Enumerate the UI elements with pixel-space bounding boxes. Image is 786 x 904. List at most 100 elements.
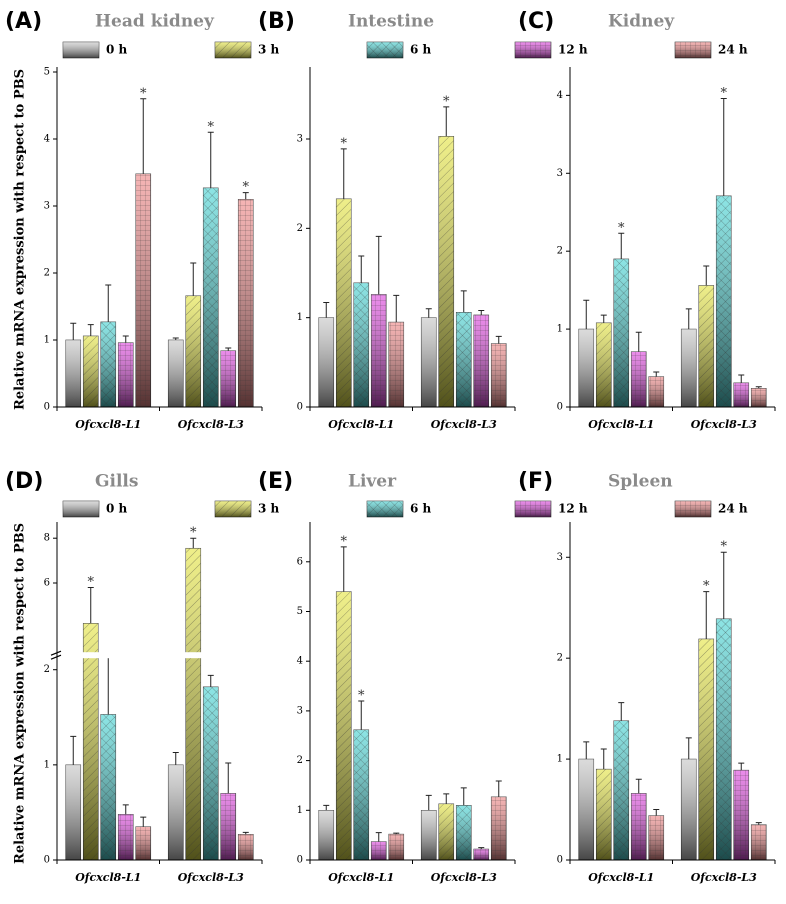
error-bar [460, 290, 467, 313]
bar-hatch [135, 826, 151, 860]
bar-shade [63, 42, 99, 58]
error-bar [738, 762, 745, 771]
bar-hatch [473, 849, 489, 860]
y-tick-label: 2 [44, 268, 50, 279]
error-bar [720, 97, 727, 196]
x-tick-label: Ofcxcl8-L3 [691, 418, 757, 431]
error-bar [478, 310, 485, 315]
bar-shade [578, 329, 594, 407]
error-bar [140, 816, 147, 827]
error-bar [600, 314, 607, 323]
significance-mark: * [341, 534, 348, 549]
bar-hatch [100, 714, 116, 860]
error-bar [172, 751, 179, 765]
y-tick-label: 6 [297, 556, 303, 567]
error-bar [340, 148, 347, 199]
error-bar [375, 832, 382, 842]
bar-hatch [675, 42, 711, 58]
axis-break-mark [50, 650, 62, 660]
error-bar [755, 386, 762, 389]
bar-hatch [336, 198, 352, 407]
bar-hatch [83, 335, 99, 407]
error-bar [685, 308, 692, 330]
bar-hatch [388, 322, 404, 407]
error-bar [495, 780, 502, 797]
bar-hatch [185, 548, 201, 860]
error-bar [703, 591, 710, 640]
panel-label: (B) [258, 9, 295, 34]
bar-hatch [613, 258, 629, 407]
error-bar [618, 702, 625, 721]
error-bar [172, 337, 179, 340]
bar-hatch [751, 388, 767, 407]
error-bar [393, 294, 400, 323]
chart-title: Head kidney [95, 12, 215, 32]
legend-label: 0 h [106, 43, 128, 57]
y-tick-label: 1 [44, 335, 50, 346]
y-tick-label: 2 [297, 755, 303, 766]
bar-hatch [371, 294, 387, 407]
legend-label: 6 h [410, 502, 432, 516]
legend-label: 24 h [718, 502, 748, 516]
y-tick-label: 3 [297, 705, 303, 716]
y-tick-label: 1 [557, 754, 563, 765]
error-bar [653, 371, 660, 377]
y-tick-label: 2 [44, 664, 50, 675]
error-bar [242, 831, 249, 835]
error-bar [242, 192, 249, 200]
legend-label: 3 h [258, 502, 280, 516]
error-bar [478, 847, 485, 850]
significance-mark: * [721, 86, 728, 101]
bar-hatch [596, 769, 612, 860]
bar-hatch [698, 639, 714, 860]
y-tick-label: 1 [297, 312, 303, 323]
y-tick-label: 1 [44, 759, 50, 770]
legend-label: 3 h [258, 43, 280, 57]
panel-label: (F) [518, 469, 553, 494]
error-bar [425, 794, 432, 811]
significance-mark: * [703, 579, 710, 594]
error-bar [635, 778, 642, 794]
y-tick-label: 3 [44, 201, 50, 212]
bar-shade [681, 329, 697, 407]
error-bar [140, 98, 147, 174]
bar-hatch [473, 314, 489, 407]
bar-hatch [733, 382, 749, 407]
y-tick-label: 1 [297, 805, 303, 816]
significance-mark: * [190, 526, 197, 541]
bar-hatch [698, 285, 714, 407]
error-bar [738, 374, 745, 383]
y-tick-label: 2 [297, 223, 303, 234]
chart-title: Gills [95, 472, 138, 492]
error-bar [755, 822, 762, 825]
bar-hatch [100, 321, 116, 407]
panel-label: (A) [5, 9, 42, 34]
significance-mark: * [208, 120, 215, 135]
bar-hatch [648, 376, 664, 407]
x-tick-label: Ofcxcl8-L3 [431, 418, 497, 431]
bar-shade [65, 340, 81, 407]
error-bar [190, 537, 197, 549]
bar-hatch [438, 136, 454, 407]
bar-hatch [515, 501, 551, 517]
error-bar [425, 308, 432, 318]
error-bar [70, 735, 77, 765]
y-tick-label: 3 [557, 168, 563, 179]
x-tick-label: Ofcxcl8-L3 [431, 871, 497, 884]
error-bar [443, 793, 450, 804]
error-bar [358, 255, 365, 283]
error-bar [87, 586, 94, 624]
error-bar [207, 674, 214, 687]
chart-title: Spleen [608, 472, 673, 492]
significance-mark: * [443, 94, 450, 109]
y-tick-label: 4 [557, 90, 563, 101]
bar-hatch [367, 501, 403, 517]
bar-hatch [367, 42, 403, 58]
y-tick-label: 3 [297, 134, 303, 145]
bar-hatch [733, 770, 749, 860]
bar-hatch [220, 350, 236, 407]
y-tick-label: 0 [44, 402, 50, 413]
y-tick-label: 4 [297, 656, 303, 667]
bar-hatch [438, 803, 454, 860]
